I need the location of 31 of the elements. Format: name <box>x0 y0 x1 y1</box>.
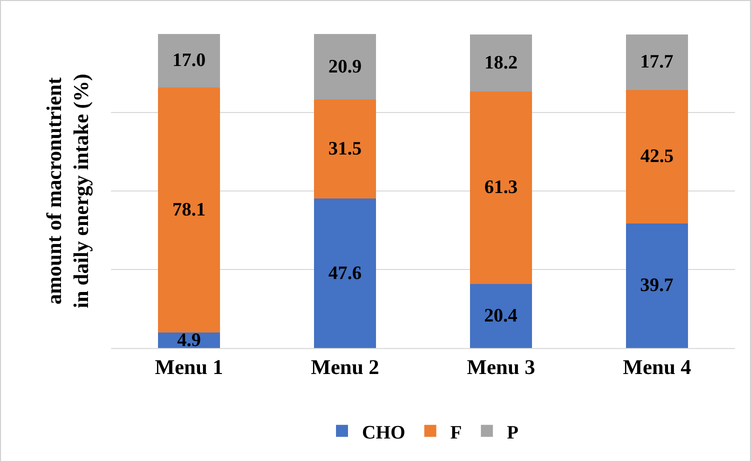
bar <box>470 284 532 348</box>
data-label: 17.7 <box>640 52 674 73</box>
data-label: 47.6 <box>328 262 362 284</box>
y-axis-title: amount of macronutrient in daily energy intake (%) <box>42 74 94 308</box>
x-tick-label: Menu 2 <box>310 355 380 380</box>
data-label: 18.2 <box>484 52 518 74</box>
x-tick-label: Menu 3 <box>466 355 536 380</box>
bar <box>158 34 220 88</box>
legend-label: F <box>450 422 462 444</box>
data-label: 61.3 <box>484 177 518 198</box>
x-tick-label: Menu 1 <box>154 355 224 380</box>
legend-label: P <box>506 422 519 444</box>
bar <box>314 198 376 348</box>
bar <box>470 91 532 284</box>
legend-label: CHO <box>362 422 406 444</box>
data-label: 31.5 <box>328 138 362 160</box>
data-label: 42.5 <box>640 146 674 168</box>
data-label: 78.1 <box>172 199 206 220</box>
bar <box>626 90 688 224</box>
data-label: 17.0 <box>172 50 206 72</box>
data-label: 20.9 <box>328 56 362 78</box>
bar <box>626 34 688 90</box>
bar <box>626 223 688 348</box>
data-label: 20.4 <box>484 305 518 326</box>
bar <box>470 34 532 92</box>
bar <box>314 100 376 199</box>
bar <box>314 34 376 100</box>
data-label: 4.9 <box>177 330 201 351</box>
bar <box>158 87 220 333</box>
x-tick-label: Menu 4 <box>622 355 692 380</box>
data-label: 39.7 <box>640 275 674 296</box>
